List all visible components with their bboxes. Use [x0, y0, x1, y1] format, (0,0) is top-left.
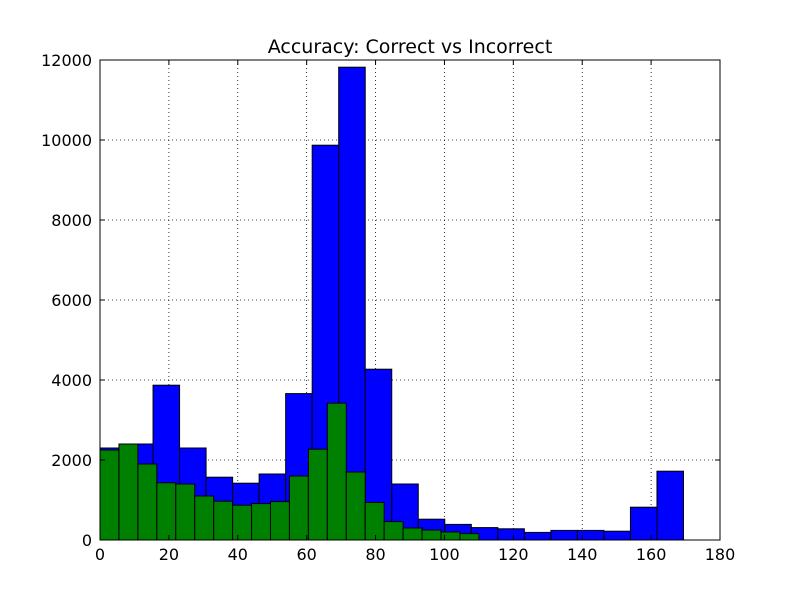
- histogram-bar-series-1: [523, 531, 552, 541]
- x-tick-label: 180: [705, 545, 736, 564]
- histogram-bar-series-2: [345, 471, 366, 541]
- chart-title: Accuracy: Correct vs Incorrect: [268, 36, 553, 58]
- histogram-bar-series-2: [213, 500, 234, 541]
- y-tick-label: 12000: [41, 51, 92, 70]
- histogram-bar-series-2: [307, 448, 328, 541]
- histogram-bar-series-2: [326, 402, 347, 541]
- x-tick-label: 0: [95, 545, 105, 564]
- y-tick-label: 2000: [51, 451, 92, 470]
- x-tick-label: 140: [567, 545, 598, 564]
- histogram-bar-series-2: [383, 521, 404, 541]
- histogram-bar-series-1: [550, 529, 578, 541]
- grid-layer: [100, 60, 720, 540]
- histogram-bar-series-2: [440, 531, 461, 541]
- x-tick-label: 120: [498, 545, 529, 564]
- histogram-bar-series-1: [656, 470, 684, 541]
- histogram-bar-series-1: [629, 506, 658, 541]
- y-tick-label: 0: [82, 531, 92, 550]
- histogram-bar-series-2: [364, 501, 385, 541]
- histogram-bar-series-1: [497, 528, 525, 541]
- histogram-bar-series-2: [118, 443, 139, 541]
- x-tick-label: 160: [636, 545, 667, 564]
- y-tick-label: 8000: [51, 211, 92, 230]
- histogram-bar-series-2: [251, 503, 272, 541]
- y-tick-label: 10000: [41, 131, 92, 150]
- x-tick-label: 60: [296, 545, 316, 564]
- histogram-bar-series-2: [421, 529, 442, 541]
- x-tick-label: 80: [365, 545, 385, 564]
- y-tick-label: 4000: [51, 371, 92, 390]
- histogram-bar-series-2: [194, 495, 215, 541]
- histogram-bar-series-2: [270, 501, 290, 541]
- histogram-bar-series-2: [175, 483, 196, 541]
- histogram-bar-series-1: [603, 530, 631, 541]
- histogram-bar-series-1: [576, 529, 605, 541]
- axes-layer: 0 20 40 60 80 100 120 140 160 180 0 2000 4000 6000 800…: [41, 51, 735, 564]
- histogram-bar-series-2: [402, 527, 423, 541]
- histogram-bar-series-2: [232, 504, 253, 541]
- histogram-bar-series-2: [99, 449, 120, 541]
- x-tick-label: 40: [228, 545, 248, 564]
- histogram-bar-series-2: [288, 475, 309, 541]
- histogram-bar-series-2: [156, 482, 177, 541]
- x-tick-label: 100: [429, 545, 460, 564]
- histogram-bar-series-2: [459, 533, 480, 541]
- bars-layer: [99, 66, 684, 541]
- histogram-bar-series-2: [137, 463, 158, 541]
- y-tick-label: 6000: [51, 291, 92, 310]
- x-tick-label: 20: [159, 545, 179, 564]
